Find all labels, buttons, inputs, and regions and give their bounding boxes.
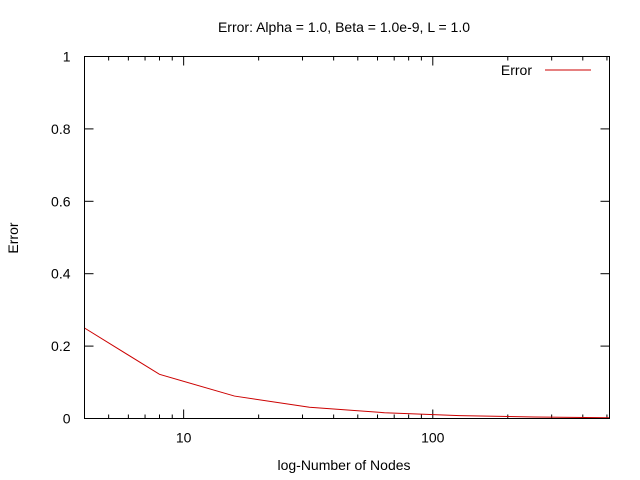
- plot-frame: [84, 56, 610, 419]
- x-tick-label: 100: [421, 430, 445, 446]
- legend: Error: [501, 62, 591, 78]
- y-tick-label: 0.6: [51, 193, 71, 209]
- y-axis-label: Error: [5, 222, 21, 253]
- x-tick-label: 10: [176, 430, 192, 446]
- y-tick-label: 0.8: [51, 121, 71, 137]
- y-tick-label: 0.4: [51, 266, 71, 282]
- legend-label-error: Error: [501, 62, 532, 78]
- axis-ticks: 0 0.2 0.4 0.6 0.8 1 10 100: [51, 49, 610, 446]
- y-tick-label: 0.2: [51, 338, 71, 354]
- y-tick-label: 1: [63, 49, 71, 65]
- y-tick-label: 0: [63, 411, 71, 427]
- chart-title: Error: Alpha = 1.0, Beta = 1.0e-9, L = 1…: [218, 19, 470, 35]
- x-axis-label: log-Number of Nodes: [277, 457, 410, 473]
- series-line-error: [84, 327, 610, 419]
